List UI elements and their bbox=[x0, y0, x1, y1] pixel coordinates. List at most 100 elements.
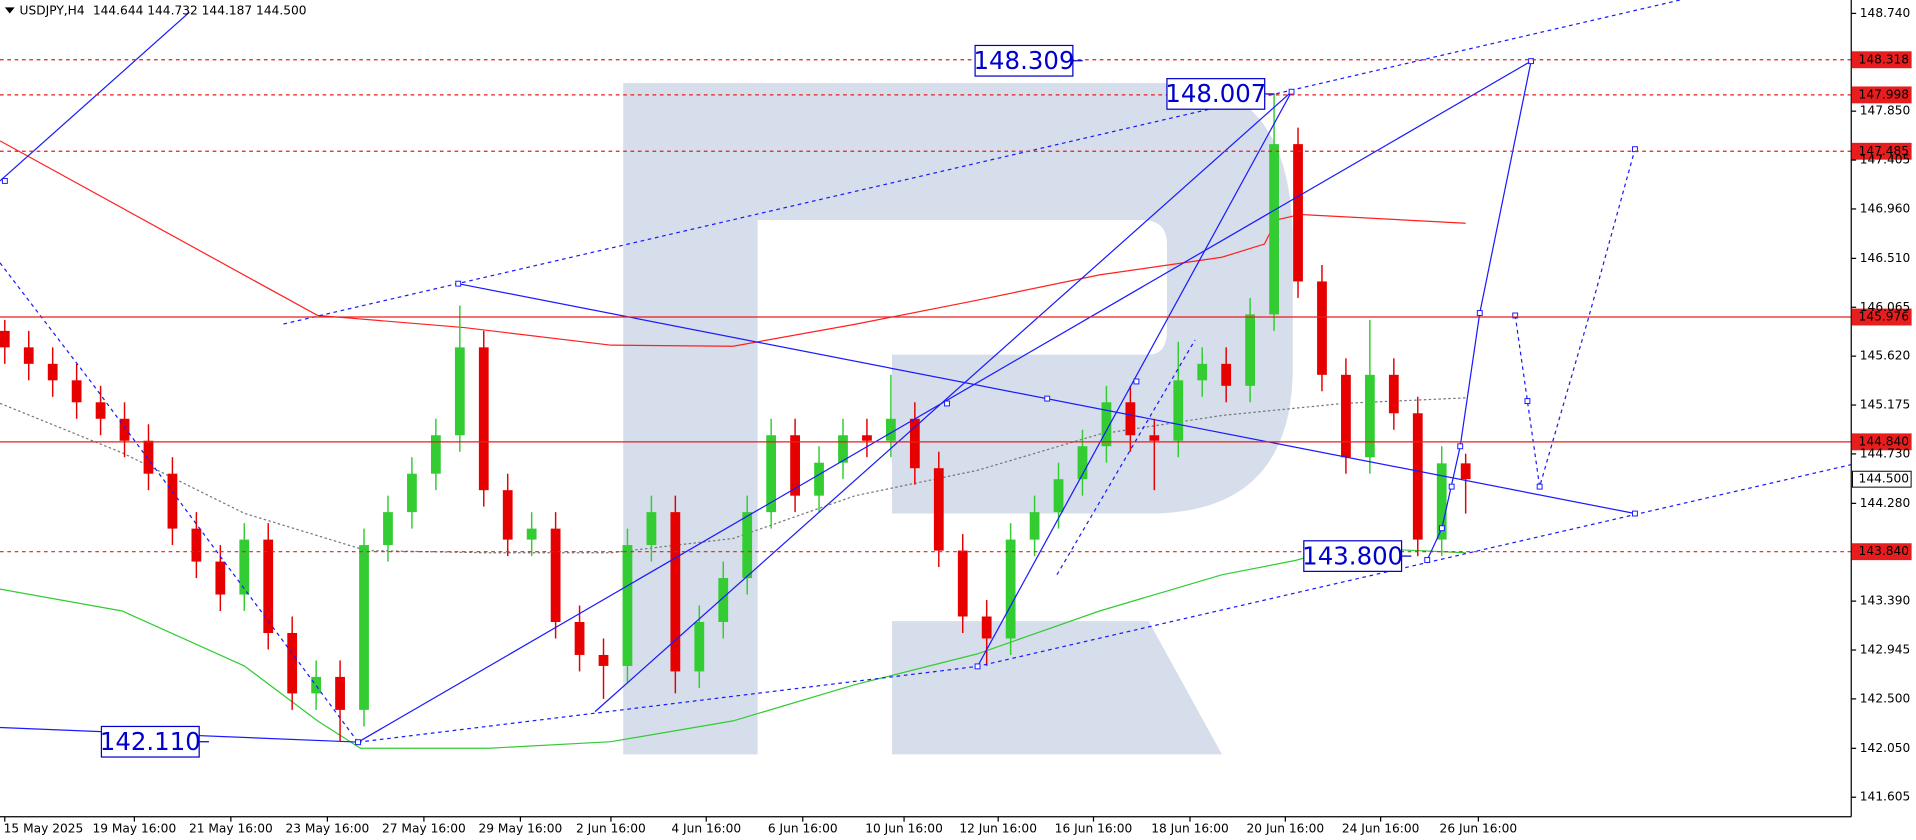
candle-body bbox=[814, 462, 824, 496]
candle-body bbox=[790, 435, 800, 496]
candle-body bbox=[742, 512, 753, 579]
candle-body bbox=[670, 512, 681, 672]
moving-average bbox=[0, 397, 1466, 554]
candle-body bbox=[598, 654, 609, 666]
candle-body bbox=[1125, 402, 1136, 436]
x-tick-label: 16 Jun 16:00 bbox=[1055, 821, 1133, 835]
candle-body bbox=[502, 490, 513, 540]
candle-body bbox=[1436, 463, 1447, 540]
candle-body bbox=[550, 528, 561, 622]
x-tick-label: 21 May 16:00 bbox=[189, 821, 273, 835]
x-tick-label: 2 Jun 16:00 bbox=[576, 821, 646, 835]
price-label: 147.485 bbox=[1859, 144, 1910, 158]
channel-line bbox=[1056, 339, 1196, 575]
candle-body bbox=[407, 473, 417, 513]
x-tick-label: 19 May 16:00 bbox=[92, 821, 176, 835]
y-tick-label: 142.500 bbox=[1860, 691, 1911, 705]
candle-body bbox=[311, 676, 322, 694]
annotation-box bbox=[974, 44, 1074, 77]
y-tick-label: 146.960 bbox=[1860, 201, 1911, 215]
quote: 144.644 144.732 144.187 144.500 bbox=[93, 4, 307, 18]
candle-body bbox=[646, 512, 657, 546]
annotation-box bbox=[1303, 540, 1403, 572]
trend-node bbox=[974, 663, 981, 670]
candle-body bbox=[1173, 380, 1184, 441]
symbol: USDJPY,H4 bbox=[20, 4, 85, 18]
trend-line bbox=[594, 91, 1292, 713]
trend-node bbox=[1448, 483, 1455, 490]
candle-body bbox=[359, 545, 369, 710]
price-label-box bbox=[1851, 470, 1912, 488]
annotation-label: 143.800 bbox=[1302, 541, 1403, 570]
candle-body bbox=[1077, 446, 1088, 480]
candle-body bbox=[1317, 281, 1327, 375]
y-tick-label: 143.390 bbox=[1860, 594, 1911, 608]
candle-body bbox=[1293, 144, 1303, 282]
candle-body bbox=[239, 539, 250, 595]
candle-body bbox=[287, 632, 298, 694]
watermark bbox=[623, 83, 1293, 755]
price-label-box bbox=[1851, 142, 1912, 160]
price-label-box bbox=[1851, 433, 1912, 451]
trend-node bbox=[1133, 378, 1140, 385]
trend-node bbox=[455, 280, 462, 287]
candle-body bbox=[95, 402, 106, 419]
trend-node bbox=[355, 739, 361, 746]
y-tick-label: 144.280 bbox=[1860, 496, 1911, 510]
annotation-label: 142.110 bbox=[100, 727, 201, 756]
candle-body bbox=[886, 418, 896, 441]
x-tick-label: 24 Jun 16:00 bbox=[1342, 821, 1420, 835]
candle-body bbox=[119, 418, 130, 441]
y-tick-label: 144.730 bbox=[1860, 446, 1911, 460]
candle-body bbox=[574, 621, 585, 655]
menu-icon[interactable] bbox=[4, 7, 15, 14]
candle-body bbox=[862, 435, 872, 441]
candle-body bbox=[933, 468, 944, 551]
x-tick-label: 15 May 2025 bbox=[4, 821, 84, 835]
candle-body bbox=[47, 363, 58, 381]
annotation-label: 148.309 bbox=[973, 46, 1074, 75]
trend-node bbox=[1288, 88, 1295, 95]
x-tick-label: 10 Jun 16:00 bbox=[865, 821, 943, 835]
price-label-box bbox=[1851, 51, 1912, 69]
candle-body bbox=[957, 550, 968, 617]
price-label: 143.840 bbox=[1859, 544, 1910, 558]
y-tick-label: 145.175 bbox=[1860, 398, 1911, 412]
channel-line bbox=[0, 262, 359, 743]
trend-node bbox=[1528, 58, 1535, 65]
trend-node bbox=[1424, 557, 1431, 563]
y-tick-label: 146.510 bbox=[1860, 251, 1911, 265]
candle-body bbox=[1005, 539, 1016, 639]
candle-body bbox=[1221, 363, 1232, 386]
watermark-stem bbox=[623, 83, 758, 755]
y-tick-label: 145.620 bbox=[1860, 349, 1911, 363]
x-tick-label: 29 May 16:00 bbox=[479, 821, 563, 835]
moving-average bbox=[0, 546, 1466, 749]
candle-body bbox=[838, 435, 848, 463]
candle-body bbox=[167, 473, 178, 529]
price-label-box bbox=[1851, 308, 1912, 326]
x-tick-label: 26 Jun 16:00 bbox=[1440, 821, 1518, 835]
candle-body bbox=[1245, 314, 1256, 386]
price-label: 147.998 bbox=[1859, 87, 1910, 101]
candle-body bbox=[1197, 363, 1208, 381]
candle-body bbox=[981, 616, 992, 639]
candle-body bbox=[1269, 144, 1279, 315]
annotation-box bbox=[1166, 78, 1266, 110]
trend-node bbox=[1632, 510, 1638, 517]
x-tick-label: 6 Jun 16:00 bbox=[768, 821, 838, 835]
trend-line bbox=[0, 11, 190, 182]
candle-body bbox=[454, 347, 465, 436]
candle-body bbox=[430, 435, 441, 474]
x-tick-label: 12 Jun 16:00 bbox=[959, 821, 1037, 835]
candle-body bbox=[143, 440, 154, 474]
annotation-box bbox=[100, 725, 200, 758]
price-label: 144.840 bbox=[1859, 434, 1910, 448]
candle-body bbox=[1388, 374, 1399, 414]
y-tick-label: 142.945 bbox=[1860, 643, 1911, 657]
candle-body bbox=[1029, 512, 1040, 540]
candle-body bbox=[1101, 402, 1112, 447]
